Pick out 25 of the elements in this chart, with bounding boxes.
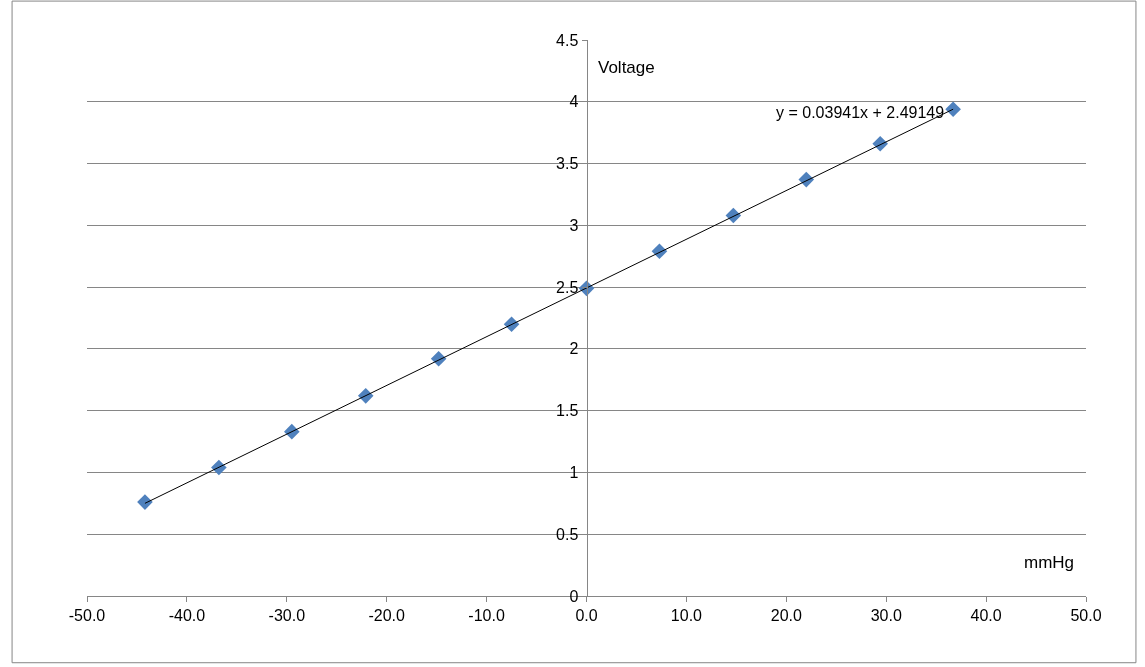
point — [945, 101, 961, 117]
x-axis-title: mmHg — [1024, 553, 1075, 572]
y-tick-label: 3 — [569, 216, 579, 234]
y-tick-label: 1 — [569, 464, 579, 482]
y-tick-label: 0.5 — [556, 525, 579, 543]
y-tick-label: 2 — [569, 340, 579, 358]
x-tick-label: -50.0 — [68, 607, 106, 625]
y-axis-title: Voltage — [598, 58, 655, 77]
x-tick-label: -10.0 — [468, 607, 505, 625]
x-tick-label: 50.0 — [1070, 607, 1102, 625]
y-tick-label: 4 — [569, 93, 579, 111]
x-tick-label: 30.0 — [870, 607, 902, 625]
x-tick-label: 20.0 — [770, 607, 802, 625]
annotation: y = 0.03941x + 2.49149 — [776, 104, 945, 121]
y-tick-label: 4.5 — [556, 31, 579, 49]
x-tick-label: 10.0 — [670, 607, 703, 625]
x-tick-label: 40.0 — [970, 607, 1002, 625]
y-tick-label: 1.5 — [556, 402, 579, 420]
x-tick-label: -40.0 — [168, 607, 206, 625]
y-tick-label: 0 — [569, 587, 579, 605]
x-tick-label: 0.0 — [575, 607, 598, 625]
x-tick-label: -30.0 — [268, 607, 306, 625]
y-tick-label: 2.5 — [556, 278, 579, 296]
x-tick-label: -20.0 — [368, 607, 406, 625]
y-tick-label: 3.5 — [556, 155, 579, 173]
